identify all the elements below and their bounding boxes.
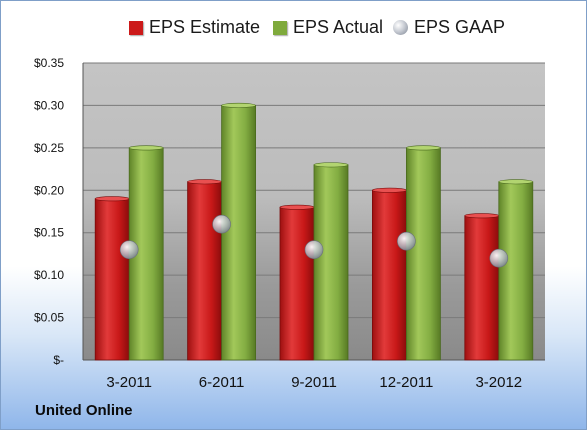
legend-swatch-actual (273, 20, 287, 35)
bar-eps-estimate (371, 187, 407, 361)
company-name: United Online (35, 402, 133, 419)
chart-legend: EPS Estimate EPS Actual EPS GAAP (1, 17, 586, 43)
bar-body (94, 198, 130, 361)
y-tick-label: $0.25 (34, 141, 64, 155)
legend-swatch-gaap (393, 20, 408, 35)
y-tick-label: $0.30 (34, 98, 64, 112)
legend-label-actual: EPS Actual (293, 17, 384, 37)
bar-eps-estimate (187, 179, 223, 361)
bar-body (405, 147, 441, 361)
y-tick-label: $0.35 (34, 56, 64, 70)
bar-eps-estimate (279, 204, 315, 361)
bar-top (406, 145, 441, 151)
bar-eps-estimate (464, 213, 500, 361)
bar-top (313, 162, 349, 168)
legend-label-gaap: EPS GAAP (414, 17, 506, 37)
y-tick-label: $0.20 (34, 183, 64, 197)
y-tick-label: $0.10 (34, 268, 64, 282)
bar-top (464, 213, 500, 219)
bar-eps-estimate (94, 196, 130, 361)
bar-eps-actual (405, 145, 441, 361)
bar-top (279, 204, 315, 210)
x-tick-label: 6-2011 (199, 374, 245, 391)
bar-body (187, 181, 223, 361)
legend-eps-actual: EPS Actual (273, 17, 383, 38)
x-tick-label: 9-2011 (291, 374, 337, 391)
bar-top (498, 179, 534, 185)
bar-top (372, 187, 407, 193)
legend-swatch-estimate (129, 20, 143, 35)
bar-top (187, 179, 222, 185)
marker-eps-gaap (119, 240, 139, 259)
bar-body (221, 105, 257, 361)
bar-eps-actual (498, 179, 534, 361)
y-tick-label: $0.05 (34, 311, 64, 325)
legend-label-estimate: EPS Estimate (149, 17, 261, 37)
bar-body (279, 206, 315, 361)
marker-eps-gaap (212, 214, 231, 234)
bar-eps-actual (221, 102, 257, 361)
bar-body (464, 215, 500, 361)
legend-eps-gaap: EPS GAAP (393, 17, 505, 38)
y-tick-label: $0.15 (34, 226, 64, 240)
bar-eps-actual (313, 162, 349, 361)
bar-top (94, 196, 130, 202)
y-tick-label: $- (53, 353, 64, 367)
marker-eps-gaap (489, 248, 509, 268)
bar-body (313, 164, 349, 361)
bar-top (128, 145, 164, 151)
legend-eps-estimate: EPS Estimate (129, 17, 260, 38)
marker-eps-gaap (304, 240, 324, 259)
x-tick-label: 3-2012 (475, 374, 522, 391)
bar-top (221, 102, 256, 108)
bar-body (498, 181, 534, 361)
x-tick-label: 3-2011 (106, 374, 152, 391)
x-tick-label: 12-2011 (379, 374, 433, 391)
marker-eps-gaap (397, 231, 416, 251)
bar-body (371, 189, 407, 361)
